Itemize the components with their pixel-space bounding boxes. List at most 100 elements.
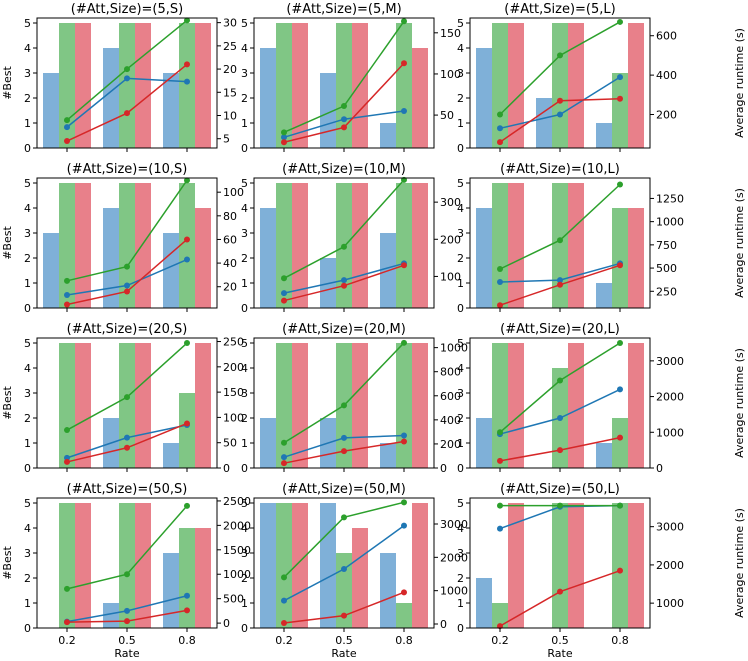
point-blue-0.8	[184, 256, 190, 263]
point-blue-0.2	[497, 279, 503, 285]
point-green-0.5	[124, 571, 130, 578]
left-tick-label: 0	[24, 142, 31, 155]
bar-blue-0.8	[163, 73, 179, 148]
left-tick-label: 2	[24, 412, 31, 425]
left-tick-label: 1	[241, 117, 248, 130]
bar-green-0.2	[276, 183, 292, 308]
point-red-0.5	[557, 588, 563, 595]
left-tick-label: 3	[457, 67, 464, 80]
left-tick-label: 5	[457, 337, 464, 350]
right-tick-label: 2500	[223, 495, 251, 508]
point-red-0.8	[617, 567, 623, 574]
point-red-0.5	[557, 447, 563, 454]
bar-green-0.2	[59, 183, 75, 308]
bar-red-0.2	[75, 23, 91, 148]
point-red-0.2	[497, 139, 503, 146]
bar-blue-0.8	[596, 283, 612, 308]
point-red-0.2	[281, 460, 287, 467]
subplot-title: (#Att,Size)=(10,L)	[500, 162, 620, 177]
right-tick-label: 500	[223, 593, 244, 606]
bar-blue-0.2	[476, 48, 492, 148]
left-tick-label: 3	[24, 387, 31, 400]
left-tick-label: 1	[241, 277, 248, 290]
left-tick-label: 2	[457, 252, 464, 265]
bar-blue-0.2	[260, 48, 276, 148]
bar-green-0.2	[492, 343, 508, 468]
right-tick-label: 1000	[440, 585, 468, 598]
bar-red-0.5	[135, 183, 151, 308]
right-tick-label: 0	[656, 462, 663, 475]
point-red-0.5	[341, 282, 347, 289]
left-tick-label: 0	[457, 302, 464, 315]
bar-red-0.2	[75, 503, 91, 628]
bar-red-0.5	[568, 503, 584, 628]
point-blue-0.8	[184, 78, 190, 85]
point-green-0.8	[617, 181, 623, 188]
bar-red-0.2	[292, 503, 308, 628]
right-tick-label: 2000	[656, 559, 684, 572]
bar-green-0.5	[552, 503, 568, 628]
left-tick-label: 2	[457, 412, 464, 425]
point-red-0.8	[401, 60, 407, 67]
point-red-0.5	[341, 124, 347, 131]
point-green-0.5	[124, 263, 130, 270]
x-tick-label: 0.5	[335, 634, 353, 647]
left-tick-label: 2	[457, 572, 464, 585]
left-tick-label: 2	[24, 92, 31, 105]
point-green-0.2	[64, 277, 70, 284]
left-tick-label: 1	[457, 597, 464, 610]
right-tick-label: 200	[223, 361, 244, 374]
bar-blue-0.8	[380, 123, 396, 148]
left-tick-label: 2	[241, 92, 248, 105]
left-tick-label: 5	[457, 177, 464, 190]
left-tick-label: 5	[241, 337, 248, 350]
x-tick-label: 0.8	[395, 634, 413, 647]
point-red-0.8	[184, 61, 190, 68]
point-blue-0.2	[281, 134, 287, 141]
right-tick-label: 1000	[656, 216, 684, 229]
subplot-4: (#Att,Size)=(10,S) 0 1 2 3 4 5 20 40 60 80 100 #Best	[1, 162, 244, 315]
bar-green-0.2	[276, 503, 292, 628]
bar-red-0.8	[412, 503, 428, 628]
left-tick-label: 3	[241, 387, 248, 400]
x-axis-label: Rate	[114, 647, 139, 660]
subplot-3: (#Att,Size)=(5,L) 0 1 2 3 4 5 200 400 600 Average …	[457, 2, 746, 155]
point-blue-0.8	[617, 74, 623, 81]
right-tick-label: 0	[223, 617, 230, 630]
y-axis-label-left: #Best	[1, 66, 14, 100]
point-red-0.2	[497, 457, 503, 464]
bar-red-0.2	[508, 503, 524, 628]
left-tick-label: 0	[241, 302, 248, 315]
point-green-0.5	[124, 394, 130, 401]
left-tick-label: 1	[457, 437, 464, 450]
left-tick-label: 0	[24, 302, 31, 315]
left-tick-label: 1	[457, 277, 464, 290]
right-tick-label: 200	[440, 438, 461, 451]
subplot-title: (#Att,Size)=(10,M)	[282, 162, 406, 177]
point-red-0.2	[64, 619, 70, 626]
y-axis-label-right: Average runtime (s)	[733, 188, 746, 298]
left-tick-label: 4	[457, 202, 464, 215]
left-tick-label: 3	[24, 227, 31, 240]
point-green-0.8	[184, 340, 190, 347]
left-tick-label: 4	[241, 362, 248, 375]
bar-blue-0.5	[320, 503, 336, 628]
x-tick-label: 0.2	[491, 634, 509, 647]
point-blue-0.5	[341, 277, 347, 284]
point-green-0.5	[557, 502, 563, 509]
bar-red-0.8	[628, 343, 644, 468]
left-tick-label: 4	[457, 42, 464, 55]
point-blue-0.8	[184, 592, 190, 599]
bar-blue-0.8	[163, 553, 179, 628]
left-tick-label: 3	[457, 547, 464, 560]
left-tick-label: 5	[241, 177, 248, 190]
right-tick-label: 150	[440, 27, 461, 40]
bar-blue-0.5	[536, 98, 552, 148]
point-green-0.5	[557, 377, 563, 384]
bar-red-0.5	[135, 343, 151, 468]
left-tick-label: 0	[241, 622, 248, 635]
left-tick-label: 5	[457, 497, 464, 510]
x-tick-label: 0.2	[275, 634, 293, 647]
bar-blue-0.2	[476, 578, 492, 628]
bar-red-0.8	[195, 23, 211, 148]
